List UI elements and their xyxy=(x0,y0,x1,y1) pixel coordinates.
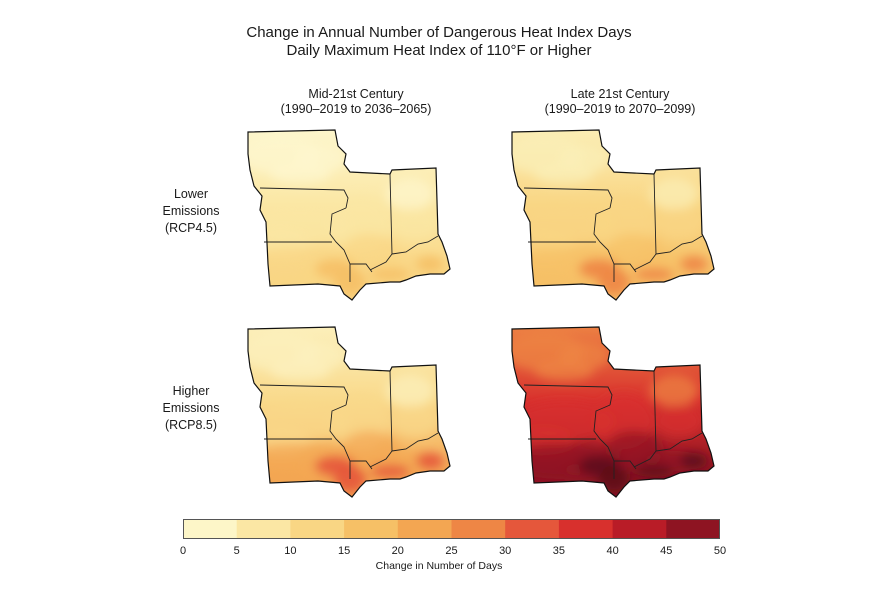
map-rcp85-late-svg xyxy=(511,326,715,498)
heat-blob-north-2 xyxy=(650,178,698,210)
heat-blob-hot-1 xyxy=(579,259,619,279)
legend-tick-50: 50 xyxy=(713,545,727,557)
legend-bin-1 xyxy=(236,519,291,539)
state-border-3 xyxy=(633,173,657,271)
legend-tick-5: 5 xyxy=(233,545,240,557)
column-header-mid-line2: (1990–2019 to 2036–2065) xyxy=(280,102,432,116)
legend-tick-25: 25 xyxy=(445,545,458,557)
row-label-higher-line3: (RCP8.5) xyxy=(164,418,218,432)
legend-bin-2 xyxy=(290,519,345,539)
heat-blob-north-3 xyxy=(270,361,330,381)
heat-blob-mid-2 xyxy=(655,405,703,437)
heat-blob-hot-3 xyxy=(416,256,444,272)
legend-bin-3 xyxy=(344,519,399,539)
map-rcp85-late xyxy=(504,321,724,501)
legend-tick-45: 45 xyxy=(660,545,673,557)
legend-tick-0: 0 xyxy=(179,545,187,557)
heat-blob-hot-2 xyxy=(634,465,674,477)
legend-tick-35: 35 xyxy=(552,545,566,557)
state-border-5 xyxy=(350,460,373,470)
legend-bin-7 xyxy=(558,519,614,539)
color-legend-svg xyxy=(183,519,721,539)
row-label-lower-line3: (RCP4.5) xyxy=(164,221,218,235)
row-label-lower-line1: Lower xyxy=(173,187,209,201)
state-border-5 xyxy=(614,460,637,470)
heat-blob-north-3 xyxy=(270,164,330,184)
state-border-0 xyxy=(259,384,349,406)
state-border-4 xyxy=(655,235,703,255)
region-outline xyxy=(511,326,715,498)
state-border-4 xyxy=(391,235,439,255)
column-header-late-line1: Late 21st Century xyxy=(570,87,670,101)
map-rcp85-mid xyxy=(240,321,460,501)
row-label-lower-line2: Emissions xyxy=(162,204,220,218)
heat-blob-hot-1 xyxy=(315,259,355,279)
state-border-0 xyxy=(259,187,349,209)
heat-blob-mid-2 xyxy=(391,405,439,437)
state-border-4 xyxy=(655,432,703,452)
legend-bin-4 xyxy=(397,519,452,539)
heat-blob-north-3 xyxy=(534,361,594,381)
row-label-higher-line2: Emissions xyxy=(162,401,220,415)
heat-blob-north-3 xyxy=(534,164,594,184)
map-rcp45-mid-svg xyxy=(247,129,451,301)
state-border-3 xyxy=(633,370,657,468)
heat-blob-north-2 xyxy=(650,375,698,407)
state-border-0 xyxy=(523,187,613,209)
heat-blob-mid-2 xyxy=(391,208,439,240)
legend-bin-5 xyxy=(451,519,506,539)
state-border-3 xyxy=(369,173,393,271)
column-header-mid-line1: Mid-21st Century xyxy=(308,87,404,101)
map-title-line1: Change in Annual Number of Dangerous Hea… xyxy=(246,24,632,41)
color-legend-bar xyxy=(183,519,721,539)
map-rcp45-mid xyxy=(240,124,460,304)
row-label-higher: Higher Emissions (RCP8.5) xyxy=(136,383,246,434)
state-border-0 xyxy=(523,384,613,406)
heat-blob-hot-2 xyxy=(634,268,674,280)
column-header-mid: Mid-21st Century (1990–2019 to 2036–2065… xyxy=(236,87,476,117)
map-rcp45-late-svg xyxy=(511,129,715,301)
row-label-lower: Lower Emissions (RCP4.5) xyxy=(136,186,246,237)
heat-blob-mid-2 xyxy=(655,208,703,240)
heat-blob-north-2 xyxy=(386,375,434,407)
legend-title: Change in Number of Days xyxy=(375,560,503,572)
legend-bin-8 xyxy=(612,519,667,539)
legend-tick-20: 20 xyxy=(391,545,404,557)
region-outline xyxy=(247,326,451,498)
legend-frame xyxy=(183,519,720,539)
state-border-3 xyxy=(369,370,393,468)
state-border-5 xyxy=(614,263,637,273)
state-border-5 xyxy=(350,263,373,273)
heat-blob-hot-3 xyxy=(680,453,708,469)
column-header-late: Late 21st Century (1990–2019 to 2070–209… xyxy=(500,87,740,117)
legend-tick-15: 15 xyxy=(337,545,351,557)
map-rcp85-mid-svg xyxy=(247,326,451,498)
heat-blob-hot-2 xyxy=(370,465,410,477)
legend-tick-10: 10 xyxy=(284,545,297,557)
region-outline xyxy=(247,129,451,301)
heat-blob-hot-3 xyxy=(416,453,444,469)
heat-blob-hot-1 xyxy=(579,456,619,476)
legend-tick-40: 40 xyxy=(606,545,619,557)
map-rcp45-late xyxy=(504,124,724,304)
legend-tick-30: 30 xyxy=(499,545,512,557)
legend-bin-0 xyxy=(183,519,238,539)
column-header-late-line2: (1990–2019 to 2070–2099) xyxy=(544,102,696,116)
state-border-4 xyxy=(391,432,439,452)
heat-blob-hot-2 xyxy=(370,268,410,280)
map-title-line2: Daily Maximum Heat Index of 110°F or Hig… xyxy=(286,42,592,59)
heat-blob-hot-3 xyxy=(680,256,708,272)
region-outline xyxy=(511,129,715,301)
heat-blob-hot-1 xyxy=(315,456,355,476)
heat-blob-north-2 xyxy=(386,178,434,210)
legend-bin-9 xyxy=(666,519,721,539)
legend-bin-6 xyxy=(505,519,560,539)
row-label-higher-line1: Higher xyxy=(172,384,210,398)
